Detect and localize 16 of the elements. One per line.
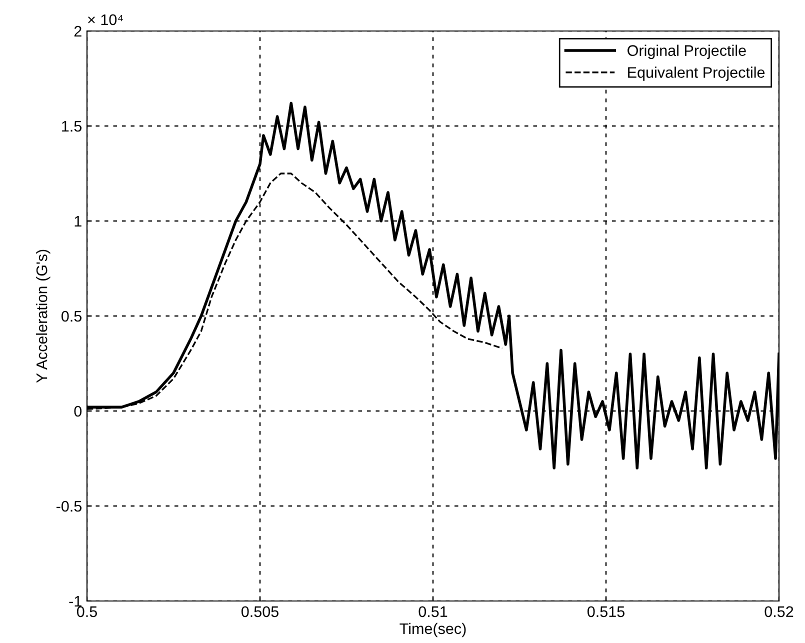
- legend-label: Equivalent Projectile: [628, 66, 765, 81]
- y-tick-label: 1.5: [62, 121, 82, 132]
- y-tick-label: 0: [74, 406, 82, 417]
- x-tick-label: 0.51: [418, 606, 448, 618]
- y-axis-title: Y Acceleration (G's): [36, 250, 50, 383]
- x-tick-label: 0.52: [764, 606, 794, 618]
- x-tick-label: 0.505: [241, 606, 278, 618]
- x-axis-title: Time(sec): [400, 622, 466, 638]
- y-tick-label: -0.5: [56, 500, 82, 512]
- x-tick-label: 0.515: [587, 606, 624, 618]
- y-tick-label: -1: [69, 596, 82, 607]
- legend-label: Original Projectile: [628, 44, 746, 59]
- y-tick-label: 2: [74, 26, 82, 37]
- y-tick-label: 0.5: [62, 310, 82, 322]
- y-tick-label: 1: [74, 216, 82, 227]
- text: × 10⁴: [88, 14, 123, 26]
